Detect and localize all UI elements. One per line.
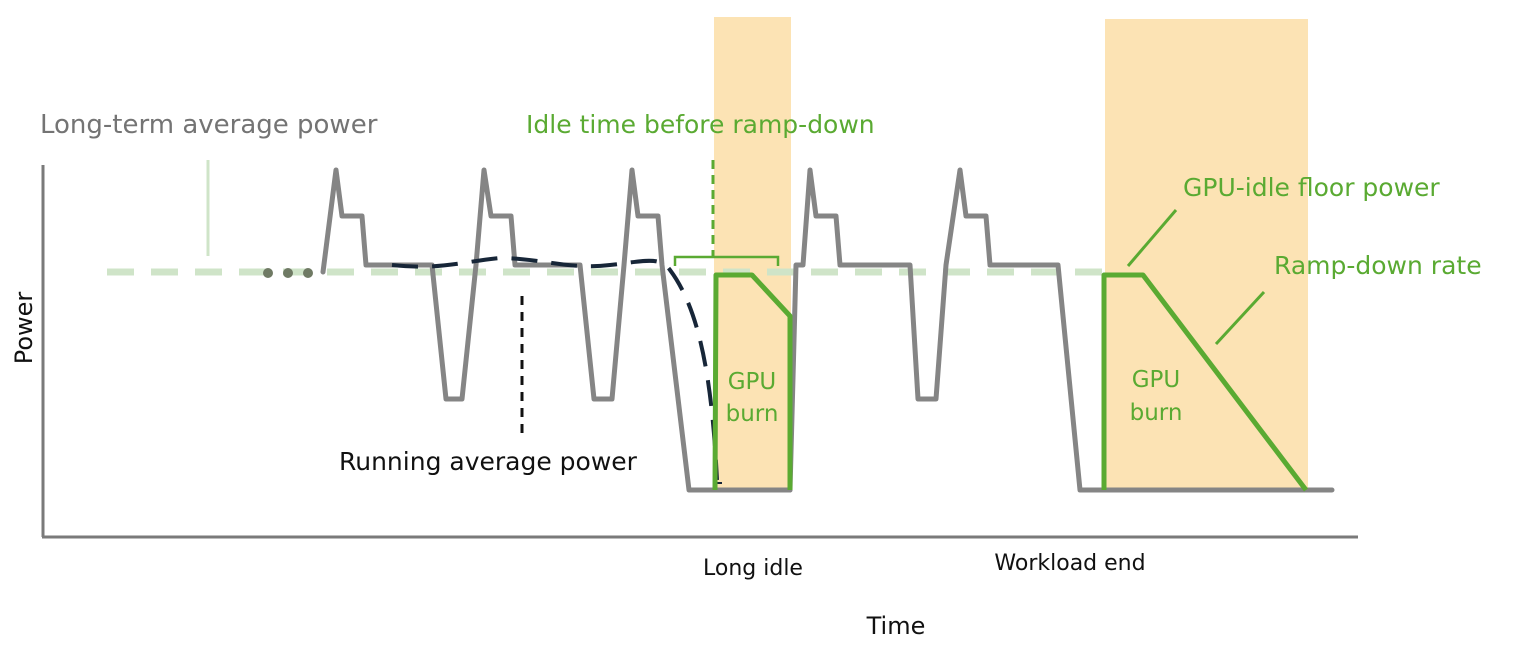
gpu-burn-label-line1: GPU xyxy=(728,369,777,395)
long-idle-label: Long idle xyxy=(703,556,803,581)
chart-axes xyxy=(41,165,1358,539)
power-trace xyxy=(320,167,793,493)
y-axis-label: Power xyxy=(10,292,38,365)
dot xyxy=(303,268,313,278)
gpu-idle-floor-power-label: GPU-idle floor power xyxy=(1183,173,1440,202)
gpu-burn-label-line2: burn xyxy=(1130,400,1183,426)
gpu-burn-label-line1: GPU xyxy=(1132,367,1181,393)
gpu-burn-trace-workload-end xyxy=(1101,272,1308,492)
gpu-burn-trace-long-idle xyxy=(712,272,793,491)
highlight-band-long-idle xyxy=(714,17,791,492)
x-axis-label: Time xyxy=(866,612,926,640)
dot xyxy=(263,268,273,278)
running-average-curve xyxy=(391,255,719,481)
gpu-burn-label-line2: burn xyxy=(726,401,779,427)
gpu-idle-floor-leader xyxy=(1126,209,1178,267)
power-trace-after-long-idle xyxy=(787,167,1335,493)
idle-time-label: Idle time before ramp-down xyxy=(526,110,875,139)
ramp-down-rate-label: Ramp-down rate xyxy=(1274,251,1482,280)
dot xyxy=(283,268,293,278)
running-average-label: Running average power xyxy=(339,447,638,476)
workload-end-label: Workload end xyxy=(994,551,1145,576)
continuation-dots xyxy=(263,268,313,278)
idle-time-bracket xyxy=(673,255,780,266)
ramp-down-rate-leader xyxy=(1214,290,1266,346)
long-term-average-label: Long-term average power xyxy=(40,110,378,140)
